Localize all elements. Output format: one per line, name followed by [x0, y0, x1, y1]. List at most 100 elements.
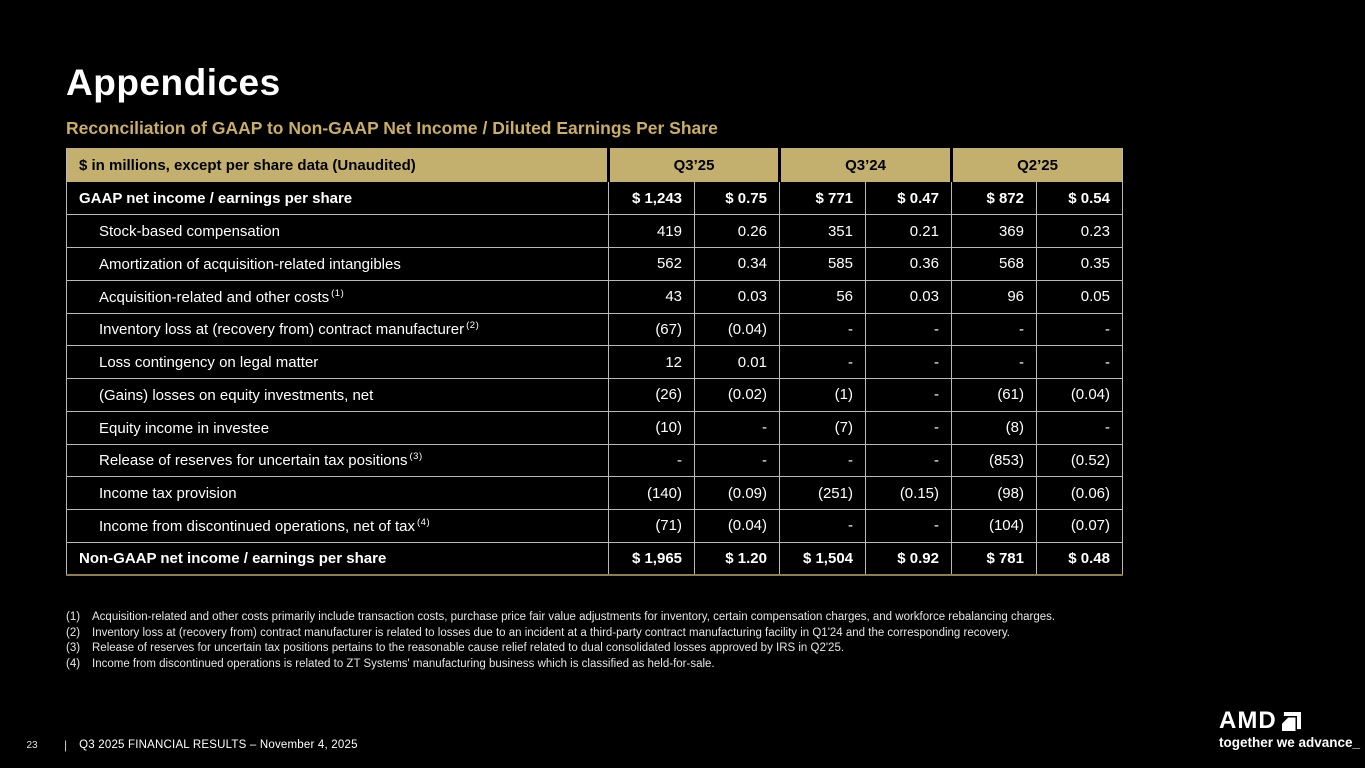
- cell-value: $ 771: [779, 182, 866, 215]
- footnote-number: (4): [66, 657, 81, 670]
- cell-value: (0.04): [694, 509, 780, 543]
- row-label: Amortization of acquisition-related inta…: [66, 247, 609, 281]
- table-row: (Gains) losses on equity investments, ne…: [66, 378, 1123, 412]
- cell-value: $ 1,243: [608, 182, 695, 215]
- cell-value: $ 1,965: [608, 541, 695, 575]
- cell-value: -: [951, 345, 1037, 379]
- cell-value: $ 0.54: [1036, 182, 1123, 215]
- cell-value: (0.04): [1036, 378, 1123, 412]
- cell-value: $ 872: [951, 182, 1037, 215]
- table-row: Acquisition-related and other costs (1) 4…: [66, 279, 1123, 313]
- cell-value: 568: [951, 247, 1037, 281]
- table-row: Income from discontinued operations, net…: [66, 509, 1123, 543]
- row-label-text: Equity income in investee: [99, 419, 270, 437]
- cell-value: 0.21: [865, 214, 952, 248]
- slide-subtitle: Reconciliation of GAAP to Non-GAAP Net I…: [66, 118, 718, 138]
- page-number: 23: [26, 739, 38, 751]
- cell-value: 562: [608, 247, 695, 281]
- cell-value: (104): [951, 509, 1037, 543]
- table-row: Amortization of acquisition-related inta…: [66, 247, 1123, 281]
- cell-value: (10): [608, 410, 695, 444]
- table-row: Stock-based compensation 419 0.26 351 0.…: [66, 214, 1123, 248]
- cell-value: (67): [608, 312, 695, 346]
- row-label: Non-GAAP net income / earnings per share: [66, 541, 609, 575]
- cell-value: 0.34: [694, 247, 780, 281]
- cell-value: -: [865, 312, 952, 346]
- cell-value: (0.06): [1036, 476, 1123, 510]
- cell-value: (0.52): [1036, 443, 1123, 477]
- footnotes: (1) Acquisition-related and other costs …: [66, 610, 1306, 672]
- cell-value: $ 0.75: [694, 182, 780, 215]
- cell-value: -: [1036, 345, 1123, 379]
- cell-value: (61): [951, 378, 1037, 412]
- row-label: Equity income in investee: [66, 410, 609, 444]
- amd-logo: AMD together we advance_: [1219, 708, 1360, 751]
- cell-value: 351: [779, 214, 866, 248]
- table-row: Inventory loss at (recovery from) contra…: [66, 312, 1123, 346]
- row-label-text: Income tax provision: [99, 485, 237, 503]
- row-label: Inventory loss at (recovery from) contra…: [66, 312, 609, 346]
- footer-text: Q3 2025 FINANCIAL RESULTS – November 4, …: [79, 739, 358, 751]
- cell-value: (251): [779, 476, 866, 510]
- cell-value: 585: [779, 247, 866, 281]
- footnote-marker: (2): [466, 320, 480, 332]
- table-header-q3-25: Q3’25: [607, 148, 780, 182]
- cell-value: 0.23: [1036, 214, 1123, 248]
- cell-value: (71): [608, 509, 695, 543]
- cell-value: -: [1036, 312, 1123, 346]
- row-label-text: (Gains) losses on equity investments, ne…: [99, 386, 374, 404]
- row-label: Loss contingency on legal matter: [66, 345, 609, 379]
- cell-value: (0.04): [694, 312, 780, 346]
- cell-value: 0.26: [694, 214, 780, 248]
- cell-value: $ 1,504: [779, 541, 866, 575]
- cell-value: $ 781: [951, 541, 1037, 575]
- row-label-text: Amortization of acquisition-related inta…: [99, 255, 401, 273]
- row-label-text: Acquisition-related and other costs: [99, 288, 330, 306]
- cell-value: -: [779, 312, 866, 346]
- cell-value: 0.03: [694, 279, 780, 313]
- cell-value: -: [865, 345, 952, 379]
- cell-value: -: [779, 345, 866, 379]
- table-row: Equity income in investee (10) - (7) - (…: [66, 410, 1123, 444]
- table-row: GAAP net income / earnings per share $ 1…: [67, 182, 1123, 215]
- footnote-marker: (3): [409, 451, 423, 463]
- cell-value: 0.35: [1036, 247, 1123, 281]
- table-header-q3-24: Q3’24: [778, 148, 952, 182]
- cell-value: $ 1.20: [694, 541, 780, 575]
- cell-value: $ 0.48: [1036, 541, 1123, 575]
- cell-value: (98): [951, 476, 1037, 510]
- cell-value: 0.36: [865, 247, 952, 281]
- table-header-label: $ in millions, except per share data (Un…: [66, 148, 609, 182]
- table-row: Release of reserves for uncertain tax po…: [66, 443, 1123, 477]
- footnote-1: (1) Acquisition-related and other costs …: [66, 610, 1306, 626]
- row-label: (Gains) losses on equity investments, ne…: [66, 378, 609, 412]
- cell-value: -: [865, 509, 952, 543]
- row-label-text: Income from discontinued operations, net…: [99, 517, 416, 535]
- table-row: Loss contingency on legal matter 12 0.01…: [66, 345, 1123, 379]
- page-title: Appendices: [66, 62, 281, 103]
- footnote-text: Income from discontinued operations is r…: [92, 657, 715, 670]
- table-row: Income tax provision (140) (0.09) (251) …: [66, 476, 1123, 510]
- cell-value: -: [1036, 410, 1123, 444]
- footnote-3: (3) Release of reserves for uncertain ta…: [66, 641, 1306, 657]
- footnote-text: Release of reserves for uncertain tax po…: [92, 642, 845, 654]
- footnote-2: (2) Inventory loss at (recovery from) co…: [66, 626, 1306, 642]
- cell-value: 419: [608, 214, 695, 248]
- cell-value: -: [951, 312, 1037, 346]
- amd-arrow-icon: [1281, 711, 1301, 731]
- row-label: Stock-based compensation: [66, 214, 609, 248]
- cell-value: $ 0.92: [865, 541, 952, 575]
- reconciliation-table: $ in millions, except per share data (Un…: [66, 148, 1123, 576]
- cell-value: $ 0.47: [865, 182, 952, 215]
- cell-value: (0.15): [865, 476, 952, 510]
- cell-value: (140): [608, 476, 695, 510]
- footnote-number: (2): [66, 626, 81, 639]
- row-label-text: Inventory loss at (recovery from) contra…: [99, 321, 465, 339]
- footer: 23 | Q3 2025 FINANCIAL RESULTS – Novembe…: [0, 738, 358, 752]
- cell-value: (7): [779, 410, 866, 444]
- footnote-text: Inventory loss at (recovery from) contra…: [92, 626, 1010, 639]
- cell-value: (1): [779, 378, 866, 412]
- footnote-marker: (4): [417, 516, 431, 528]
- cell-value: 0.05: [1036, 279, 1123, 313]
